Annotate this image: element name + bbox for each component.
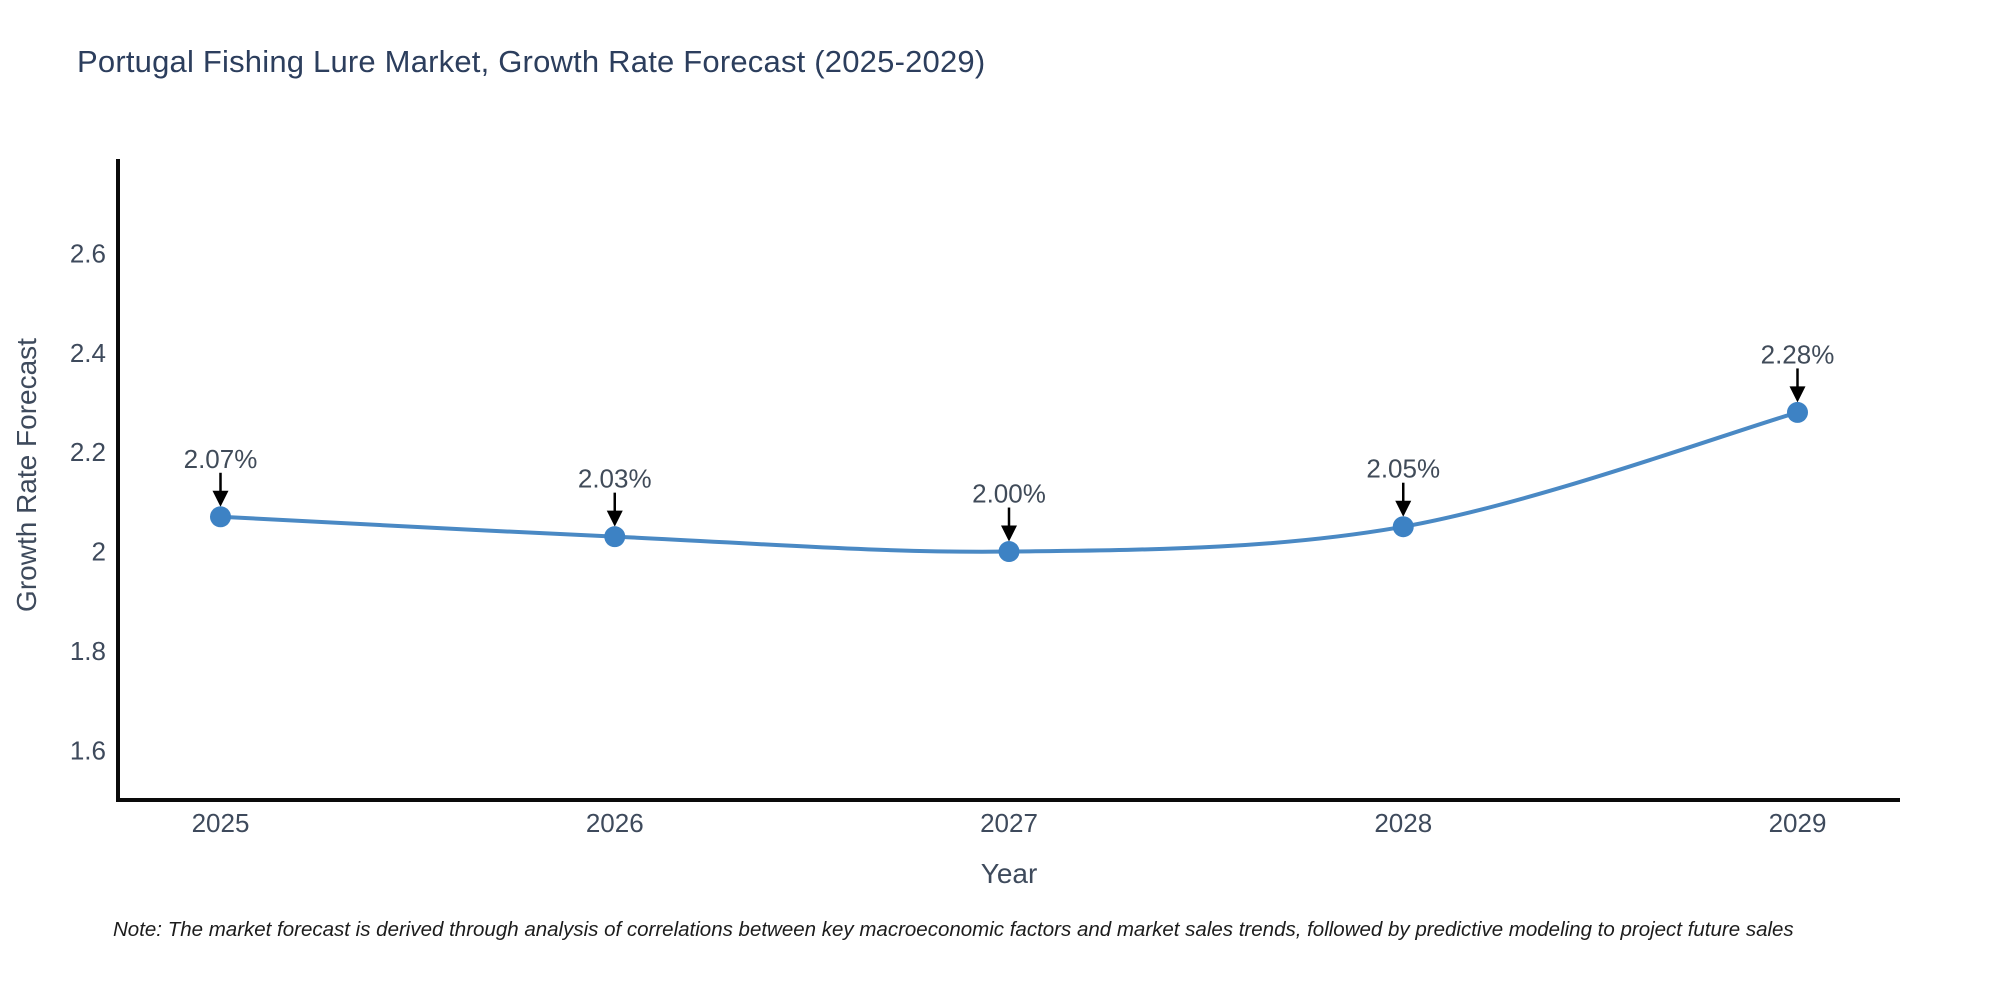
y-tick-label: 1.8 bbox=[70, 636, 106, 666]
y-tick-label: 2 bbox=[92, 537, 106, 567]
point-annotation-label: 2.07% bbox=[184, 444, 258, 474]
y-tick-label: 1.6 bbox=[70, 735, 106, 765]
y-tick-label: 2.2 bbox=[70, 437, 106, 467]
x-axis-title: Year bbox=[980, 858, 1038, 889]
annotation-arrowhead bbox=[1001, 525, 1017, 542]
point-annotation-label: 2.03% bbox=[578, 464, 652, 494]
x-tick-label: 2028 bbox=[1374, 808, 1432, 838]
x-tick-label: 2025 bbox=[192, 808, 250, 838]
x-tick-label: 2029 bbox=[1769, 808, 1827, 838]
data-point-2027[interactable] bbox=[998, 541, 1020, 563]
data-point-2025[interactable] bbox=[210, 506, 232, 528]
chart-title: Portugal Fishing Lure Market, Growth Rat… bbox=[77, 44, 986, 79]
annotation-arrowhead bbox=[606, 510, 623, 527]
data-point-2026[interactable] bbox=[604, 526, 626, 548]
x-tick-label: 2026 bbox=[586, 808, 644, 838]
point-annotation-label: 2.00% bbox=[972, 479, 1046, 509]
y-tick-label: 2.4 bbox=[70, 338, 106, 368]
point-annotation-label: 2.05% bbox=[1366, 454, 1440, 484]
y-axis-title: Growth Rate Forecast bbox=[11, 338, 42, 612]
annotation-arrowhead bbox=[1789, 386, 1806, 403]
data-point-2028[interactable] bbox=[1392, 516, 1414, 538]
annotation-arrowhead bbox=[212, 490, 229, 507]
chart-note: Note: The market forecast is derived thr… bbox=[113, 918, 1794, 941]
x-tick-label: 2027 bbox=[980, 808, 1038, 838]
data-point-2029[interactable] bbox=[1786, 401, 1808, 423]
point-annotation-label: 2.28% bbox=[1761, 339, 1835, 369]
annotation-arrowhead bbox=[1395, 500, 1412, 517]
y-tick-label: 2.6 bbox=[70, 238, 106, 268]
